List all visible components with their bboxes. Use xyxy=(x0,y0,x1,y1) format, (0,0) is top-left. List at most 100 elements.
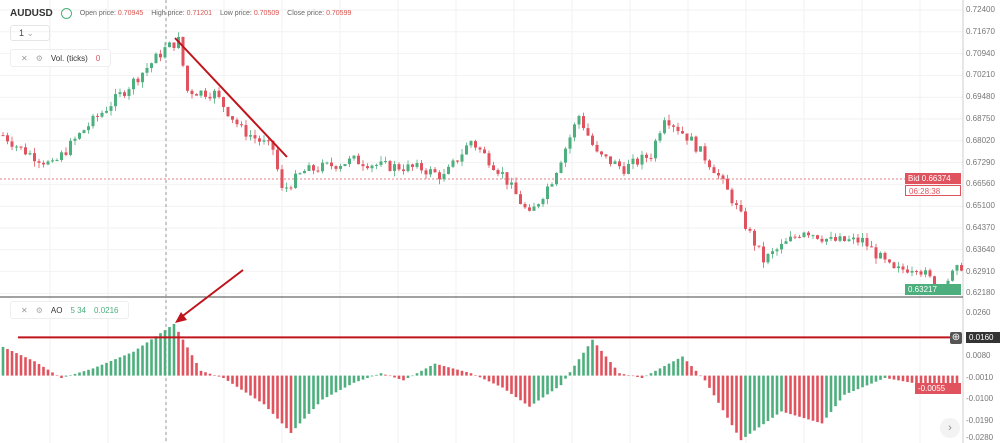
candle-body xyxy=(78,133,81,139)
ao-label: AO xyxy=(50,305,63,315)
symbol-name[interactable]: AUDUSD xyxy=(10,8,53,19)
ao-bar xyxy=(631,375,635,377)
ao-bar xyxy=(60,375,63,378)
ao-bar xyxy=(339,375,342,390)
ao-bar xyxy=(294,375,297,429)
ao-bar xyxy=(771,375,774,418)
candle-body xyxy=(195,94,198,96)
candle-body xyxy=(748,228,752,231)
candle-body xyxy=(375,164,378,166)
candle-body xyxy=(64,152,68,155)
ao-bar xyxy=(87,369,90,376)
close-icon[interactable]: ✕ xyxy=(21,53,28,63)
price-tick: 0.68750 xyxy=(966,114,995,123)
arrow-head-icon xyxy=(175,312,187,323)
candle-body xyxy=(352,155,356,159)
candle-body xyxy=(348,158,351,165)
candle-body xyxy=(105,110,108,113)
candle-body xyxy=(217,90,221,98)
candle-body xyxy=(415,163,419,167)
scroll-right-button[interactable]: › xyxy=(940,418,960,438)
candle-body xyxy=(726,178,729,190)
candle-body xyxy=(190,90,194,95)
candle-body xyxy=(357,155,360,165)
candle-body xyxy=(249,135,252,137)
ao-bar xyxy=(492,375,495,384)
ao-bar xyxy=(19,355,23,376)
gear-icon[interactable]: ⚙ xyxy=(35,53,43,63)
candle-body xyxy=(312,165,315,171)
candle-body xyxy=(447,166,450,175)
ao-bar xyxy=(798,375,801,417)
candle-body xyxy=(334,166,338,169)
ao-bar xyxy=(600,350,603,376)
ao-bar xyxy=(658,368,662,376)
candle-body xyxy=(123,92,126,96)
ao-bar xyxy=(505,375,509,391)
ao-bar xyxy=(285,375,288,429)
candle-body xyxy=(955,265,959,271)
candle-body xyxy=(712,167,716,174)
candle-body xyxy=(699,146,702,152)
candle-body xyxy=(163,47,167,58)
candle-body xyxy=(847,239,851,242)
ao-bar xyxy=(114,359,117,376)
gear-icon[interactable]: ⚙ xyxy=(35,305,43,315)
timeframe-select[interactable]: 1 ⌄ xyxy=(10,25,50,41)
ao-bar xyxy=(910,375,914,383)
ao-bar xyxy=(789,375,792,415)
ao-bar xyxy=(109,360,113,376)
candle-body xyxy=(501,172,504,174)
ao-bar xyxy=(190,355,194,376)
candle-body xyxy=(226,107,230,117)
ao-bar xyxy=(847,375,851,393)
candle-body xyxy=(213,90,216,99)
ao-bar xyxy=(613,367,617,376)
candle-body xyxy=(694,136,698,152)
ao-bar xyxy=(6,348,9,376)
candle-body xyxy=(325,162,329,164)
candle-body xyxy=(667,120,671,126)
ao-bar xyxy=(834,375,837,407)
ao-bar xyxy=(244,375,248,393)
candle-body xyxy=(136,78,140,83)
ao-bar xyxy=(690,366,693,376)
clock-icon[interactable] xyxy=(60,8,72,19)
symbol-header: AUDUSD Open price: 0.70945 High price: 0… xyxy=(10,8,351,19)
candle-body xyxy=(672,125,675,127)
ao-bar xyxy=(546,375,549,395)
candle-body xyxy=(100,112,104,117)
candle-body xyxy=(267,140,270,142)
ao-tick: 0.0260 xyxy=(966,308,991,317)
ao-bar xyxy=(483,375,486,380)
ao-bar xyxy=(667,363,671,376)
ao-bar xyxy=(352,375,356,383)
close-icon[interactable]: ✕ xyxy=(21,305,28,315)
ao-bar xyxy=(271,375,275,414)
candle-body xyxy=(798,236,801,238)
candle-body xyxy=(208,96,212,99)
price-tick: 0.62910 xyxy=(966,266,995,276)
ao-bar xyxy=(276,375,279,419)
ao-bar xyxy=(879,375,882,380)
ao-bar xyxy=(195,363,198,376)
ao-bar xyxy=(384,374,387,376)
candle-body xyxy=(258,138,261,142)
ao-bar xyxy=(672,361,675,376)
volume-legend: ✕ ⚙ Vol. (ticks) 0 xyxy=(10,49,112,67)
open-label: Open price: xyxy=(79,10,116,17)
low-value: 0.70509 xyxy=(253,10,280,17)
candle-body xyxy=(69,140,72,155)
candle-body xyxy=(555,172,558,185)
ao-bar xyxy=(685,361,689,376)
ao-bar xyxy=(312,375,315,410)
crosshair-handle-icon[interactable]: ⊕ xyxy=(950,332,962,344)
ao-bar xyxy=(892,375,896,380)
ao-bar xyxy=(150,339,153,376)
candle-body xyxy=(924,270,927,275)
candle-body xyxy=(784,241,788,244)
candle-body xyxy=(933,276,936,288)
candle-body xyxy=(640,154,644,165)
ao-bar xyxy=(240,375,243,390)
